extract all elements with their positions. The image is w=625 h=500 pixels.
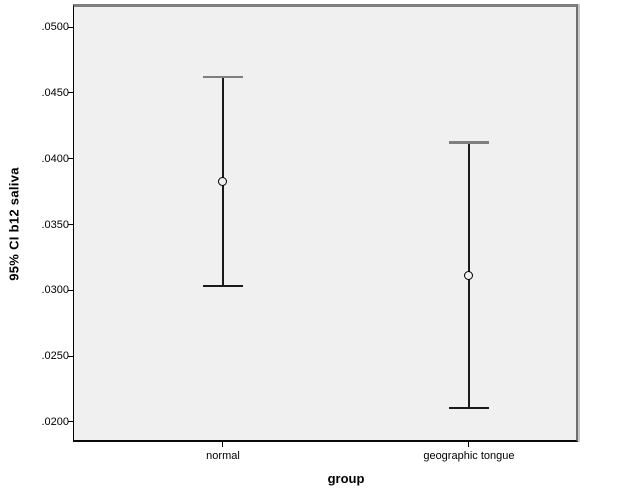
x-category-label: normal	[206, 450, 240, 462]
x-category-label: geographic tongue	[423, 450, 515, 462]
y-tick-label: .0450	[41, 86, 69, 99]
y-tick-label: .0200	[41, 415, 69, 428]
plot-area	[73, 4, 578, 442]
x-tick-mark	[468, 442, 470, 447]
x-tick-mark	[222, 442, 224, 447]
y-tick-label: .0400	[41, 152, 69, 165]
y-tick-label: .0300	[41, 284, 69, 297]
x-axis-title: group	[327, 471, 365, 486]
y-tick-label: .0500	[41, 21, 69, 33]
y-tick-label: .0250	[41, 350, 69, 363]
y-axis-title: 95% CI b12 saliva	[6, 167, 22, 281]
